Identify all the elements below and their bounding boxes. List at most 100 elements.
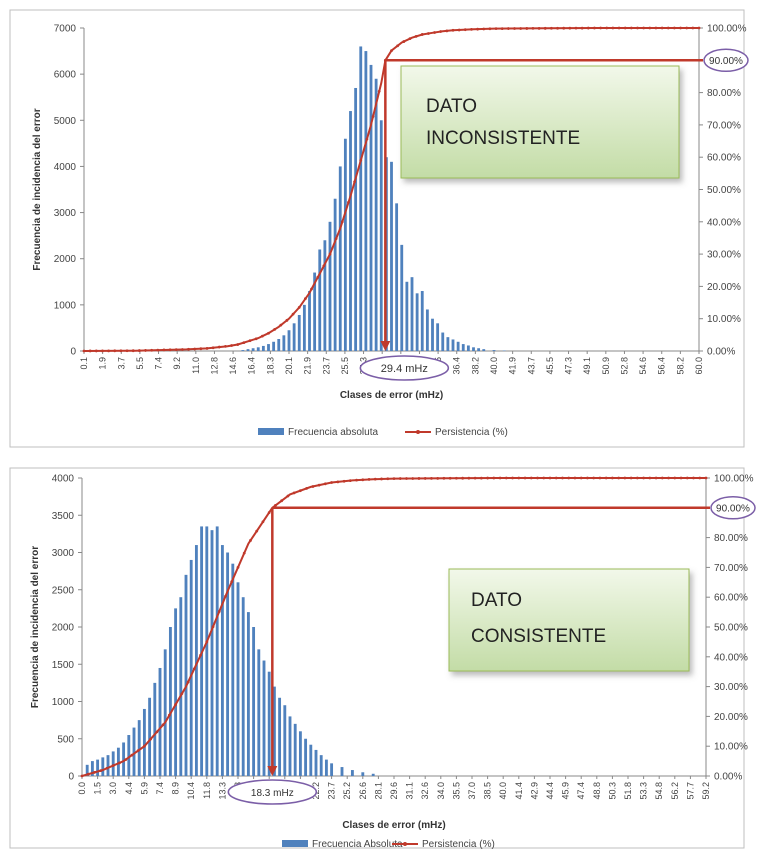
- persistence-marker: [236, 343, 240, 346]
- persistence-marker: [211, 625, 215, 629]
- persistence-marker: [311, 485, 315, 488]
- persistence-marker: [398, 477, 402, 480]
- chart-svg: 0 500 1000 1500 2000 2500 3000 3500 4000 0.00% 10.…: [9, 467, 756, 850]
- persistence-marker: [224, 594, 227, 598]
- persistence-marker: [623, 26, 627, 30]
- histogram-bar: [241, 597, 245, 776]
- persistence-marker: [448, 476, 452, 480]
- histogram-bar: [350, 770, 354, 776]
- x-tick-label: 9.2: [172, 357, 182, 370]
- persistence-marker: [86, 772, 90, 776]
- histogram-bar: [293, 723, 297, 776]
- marker-ellipse: [359, 355, 450, 381]
- persistence-marker: [574, 26, 578, 30]
- persistence-marker: [423, 477, 427, 480]
- persistence-marker: [105, 766, 109, 770]
- histogram-bar: [466, 345, 470, 351]
- persistence-marker: [193, 347, 197, 351]
- persistence-marker: [433, 31, 436, 34]
- histogram-bar: [210, 530, 214, 776]
- persistence-marker: [498, 476, 502, 480]
- y-tick-label: 3000: [54, 208, 77, 219]
- x-tick-label: 56.2: [670, 782, 680, 800]
- y2-tick-label: 60.00%: [714, 593, 748, 604]
- histogram-bar: [106, 755, 110, 776]
- persistence-marker: [124, 758, 128, 762]
- persistence-marker: [174, 703, 178, 706]
- persistence-marker: [217, 345, 221, 349]
- persistence-marker: [211, 346, 215, 350]
- x-tick-label: 43.7: [526, 357, 536, 375]
- histogram-bar: [415, 293, 419, 351]
- x-tick-label: 56.4: [657, 357, 667, 375]
- persistence-marker: [523, 476, 527, 480]
- persistence-marker: [342, 479, 346, 483]
- persistence-marker: [328, 252, 332, 256]
- persistence-marker: [131, 349, 135, 353]
- y2-tick-label: 50.00%: [714, 623, 748, 634]
- x-tick-label: 47.3: [564, 357, 574, 375]
- y-tick-label: 2500: [52, 585, 75, 596]
- y-tick-label: 3500: [52, 511, 75, 522]
- histogram-bar: [343, 138, 347, 351]
- histogram-bar: [111, 751, 115, 776]
- persistence-marker: [199, 347, 203, 351]
- legend-label-bars: Frecuencia Absoluta: [312, 839, 403, 850]
- y-tick-label: 4000: [54, 162, 77, 173]
- y2-tick-label: 20.00%: [707, 282, 741, 293]
- histogram-bar: [410, 277, 414, 351]
- y-tick-label: 2000: [52, 623, 75, 634]
- x-tick-label: 41.9: [508, 357, 518, 375]
- x-tick-label: 47.4: [576, 782, 586, 800]
- histogram-bar: [302, 304, 306, 351]
- persistence-marker: [113, 349, 117, 353]
- persistence-marker: [529, 476, 533, 480]
- persistence-marker: [136, 749, 140, 753]
- persistence-marker: [162, 348, 166, 352]
- persistence-marker: [408, 37, 412, 41]
- histogram-bar: [282, 335, 286, 351]
- legend-label-bars: Frecuencia absoluta: [288, 427, 378, 438]
- persistence-marker: [679, 26, 682, 30]
- persistence-marker: [261, 520, 265, 524]
- persistence-marker: [492, 476, 496, 480]
- annotation-box: [448, 568, 690, 672]
- histogram-bar: [205, 526, 209, 776]
- histogram-bar: [400, 244, 404, 351]
- x-tick-label: 38.5: [483, 782, 493, 800]
- histogram-bar: [236, 582, 240, 776]
- persistence-marker: [205, 347, 209, 350]
- persistence-marker: [586, 476, 589, 480]
- y-tick-label: 2000: [54, 254, 77, 265]
- histogram-bar: [314, 749, 318, 776]
- persistence-marker: [330, 481, 333, 484]
- x-tick-label: 7.4: [155, 782, 165, 795]
- histogram-bar: [226, 552, 230, 776]
- histogram-bar: [354, 87, 358, 351]
- persistence-marker: [673, 26, 676, 30]
- x-tick-label: 58.2: [675, 357, 685, 375]
- x-tick-label: 1.5: [93, 782, 103, 795]
- y2-tick-label: 10.00%: [714, 742, 748, 753]
- persistence-marker: [561, 476, 564, 480]
- persistence-marker: [543, 26, 547, 30]
- persistence-marker: [654, 476, 658, 480]
- histogram-bar: [246, 349, 250, 351]
- persistence-marker: [353, 180, 356, 184]
- persistence-marker: [355, 478, 358, 482]
- persistence-marker: [642, 26, 646, 30]
- histogram-bar: [451, 339, 455, 351]
- x-tick-label: 36.4: [452, 357, 462, 375]
- persistence-marker: [405, 477, 408, 480]
- persistence-marker: [186, 680, 190, 684]
- persistence-marker: [143, 744, 146, 748]
- persistence-marker: [636, 26, 639, 30]
- annotation-box: [400, 65, 680, 179]
- y2-tick-label: 0.00%: [707, 347, 735, 358]
- y-axis-label: Frecuencia de incidencia del error: [32, 108, 43, 270]
- x-tick-label: 11.8: [202, 782, 212, 799]
- histogram-bar: [309, 744, 313, 776]
- persistence-marker: [149, 737, 153, 741]
- y-tick-label: 1500: [52, 660, 75, 671]
- persistence-marker: [390, 49, 393, 53]
